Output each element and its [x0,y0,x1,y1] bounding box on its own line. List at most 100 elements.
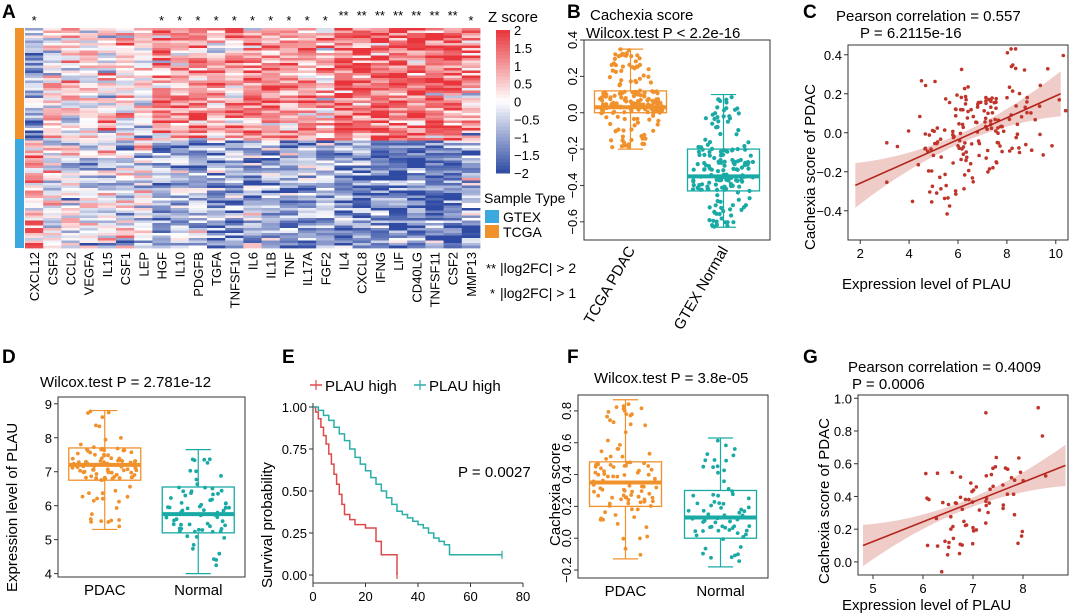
heatmap-cell [188,68,208,71]
data-point [960,147,964,151]
heatmap-cell [334,118,353,121]
data-point [949,527,953,531]
heatmap-cell [61,210,80,214]
heatmap-cell [61,170,80,174]
heatmap-cell [188,80,208,84]
data-point [646,472,651,477]
heatmap-cell [316,33,335,36]
heatmap-cell [207,105,226,109]
heatmap-cell [425,55,444,59]
data-point [701,464,706,469]
heatmap-cell [443,148,463,151]
data-point [713,203,718,208]
heatmap-cell [243,108,262,111]
data-point [727,528,732,532]
heatmap-cell [298,180,317,184]
heatmap-cell [188,60,208,64]
heatmap-cell [261,208,281,211]
heatmap-cell [170,170,190,174]
heatmap-cell [370,215,390,219]
x-tick-label: 8 [1003,246,1010,261]
heatmap-cell [225,40,244,44]
heatmap-cell [207,205,226,209]
heatmap-cell [25,160,44,164]
data-point [743,147,748,152]
data-point [711,492,716,497]
data-point [721,114,726,119]
heatmap-cell [298,108,317,111]
heatmap-cell [407,208,426,211]
heatmap-cell [334,233,353,236]
heatmap-cell [243,180,262,184]
data-point [652,100,657,105]
data-point [1036,405,1040,410]
heatmap-cell [352,98,372,101]
heatmap-cell [443,95,463,99]
heatmap-cell [261,83,281,86]
data-point [934,141,939,146]
data-point [608,418,612,423]
heatmap-cell [443,40,463,44]
heatmap-cell [261,88,281,91]
heatmap-cell [225,75,244,79]
heatmap-cell [134,93,153,96]
data-point [985,127,989,131]
heatmap-cell [134,128,153,131]
heatmap-cell [170,95,190,99]
heatmap-cell [425,193,444,196]
colorbar-tick-label: 1 [514,59,521,74]
heatmap-cell [43,55,62,59]
y-tick-label: 0.00 [282,568,307,583]
data-point [191,543,196,547]
data-point [942,196,947,201]
heatmap-cell [261,38,281,41]
heatmap-cell [443,143,463,146]
heatmap-cell [207,210,226,214]
heatmap-cell [25,105,44,109]
heatmap-cell [370,98,390,101]
heatmap-cell [298,110,317,114]
heatmap-cell [298,175,317,179]
data-point [621,536,626,541]
data-point [964,150,968,154]
heatmap-cell [279,218,299,221]
significance-mark: * [232,13,237,28]
data-point [984,499,988,504]
data-point [720,175,725,180]
panel-e-plot: 0 20 40 60 800.000.250.500.751.00 [282,400,531,604]
data-point [99,519,104,523]
data-point [183,493,188,498]
heatmap-cell [97,218,117,221]
heatmap-cell [279,205,299,209]
heatmap-cell [61,145,80,149]
data-point [599,111,604,116]
heatmap-cell [79,45,99,49]
heatmap-cell [279,118,299,121]
heatmap-cell [79,175,99,179]
data-point [935,126,940,130]
y-tick-label: 0.0 [559,529,574,547]
heatmap-cell [461,220,481,224]
heatmap-cell [370,138,390,141]
heatmap-cell [316,68,335,71]
heatmap-cell [425,188,444,191]
data-point [91,498,96,503]
heatmap-cell [25,228,44,231]
heatmap-cell [207,190,226,194]
heatmap-cell [370,178,390,181]
heatmap-cell [207,198,226,201]
heatmap-cell [461,215,481,219]
heatmap-cell [461,173,481,176]
heatmap-cell [134,198,153,201]
data-point [618,82,623,87]
data-point [1041,153,1045,157]
y-tick-label: −0.2 [565,136,580,162]
heatmap-cell [443,138,463,141]
heatmap-cell [389,35,408,39]
heatmap-cell [207,153,226,156]
heatmap-cell [116,98,135,101]
heatmap-cell [243,95,262,99]
heatmap-cell [97,145,117,149]
data-point [734,167,739,172]
data-point [962,187,966,191]
